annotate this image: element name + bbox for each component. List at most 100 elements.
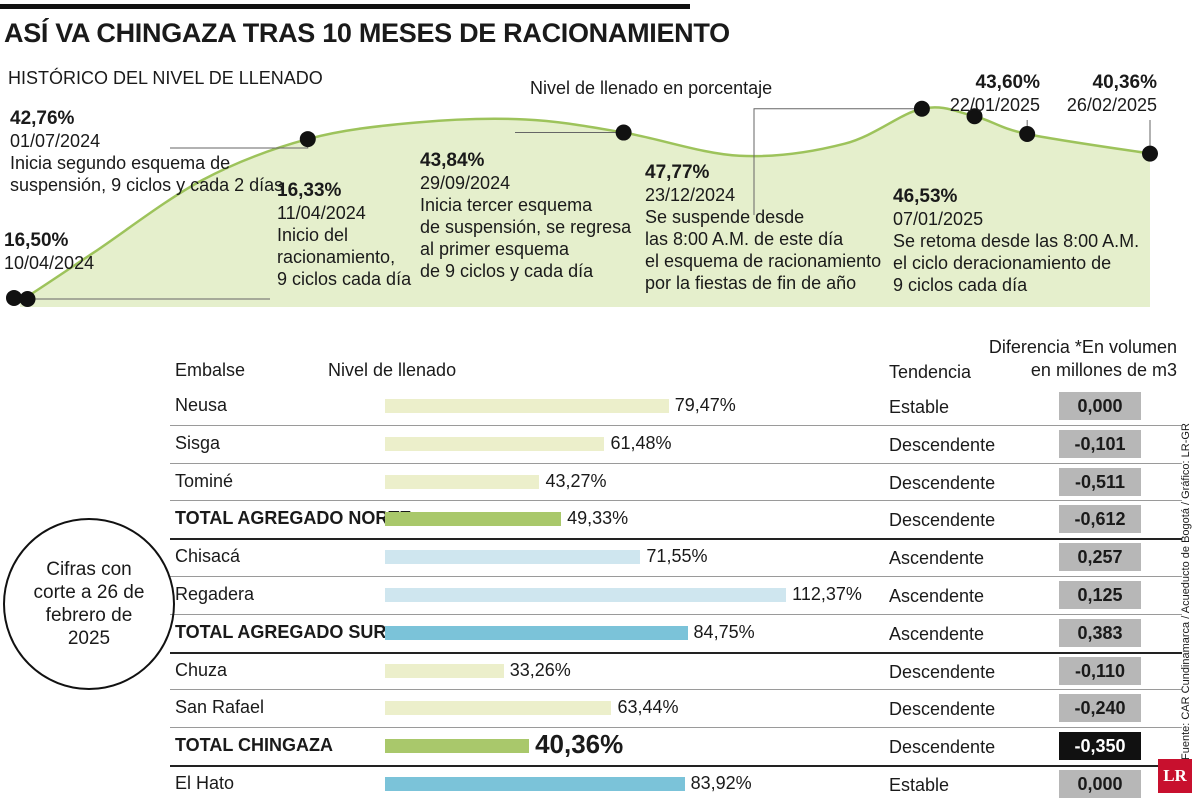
volume-diff-badge: -0,110 (1059, 656, 1141, 685)
annotation-value: 47,77% (645, 162, 710, 183)
history-annotation: 42,76% 01/07/2024 Inicia segundo esquema d… (10, 108, 283, 196)
row-separator (170, 538, 1182, 541)
reservoir-row: Chuza 33,26% Descendente -0,110 (0, 654, 1200, 690)
fill-level-label: 63,44% (617, 697, 679, 718)
row-separator (170, 462, 1182, 464)
fill-level-bar (385, 663, 504, 678)
reservoir-row: TOTAL AGREGADO NORTE 49,33% Descendente -0,… (0, 502, 1200, 538)
trend-label: Descendente (889, 699, 996, 720)
annotation-note: Inicio del racionamiento, 9 ciclos cada dí… (277, 225, 412, 289)
row-separator (170, 500, 1182, 502)
row-separator (170, 613, 1182, 615)
reservoir-name: San Rafael (175, 697, 265, 718)
trend-label: Ascendente (889, 586, 985, 606)
reservoir-row: TOTAL CHINGAZA 40,36% Descendente -0,350 (0, 729, 1200, 765)
history-annotation: 46,53% 07/01/2025 Se retoma desde las 8:00… (893, 186, 1139, 296)
row-separator (170, 651, 1182, 654)
reservoir-row: Chisacá 71,55% Ascendente 0,257 (0, 540, 1200, 576)
fill-level-bar (385, 588, 787, 602)
fill-level-label: 49,33% (567, 508, 629, 529)
annotation-note: Inicia tercer esquema de suspensión, se r… (420, 195, 632, 281)
col-embalse: Embalse (175, 360, 246, 380)
reservoir-row: El Hato 83,92% Estable 0,000 (0, 767, 1200, 803)
leader-line (753, 108, 922, 215)
reservoir-name: Chuza (175, 659, 228, 680)
trend-label: Descendente (889, 510, 996, 531)
trend-label: Estable (889, 397, 950, 417)
history-annotation: 43,60% 22/01/2025 (940, 72, 1040, 116)
annotation-date: 10/04/2024 (4, 253, 95, 273)
fill-level-bar (385, 625, 688, 640)
title-rule (0, 4, 690, 9)
fill-level-label: 83,92% (690, 773, 752, 793)
fill-level-label: 61,48% (610, 432, 672, 453)
row-separator (170, 765, 1182, 767)
reservoir-row: San Rafael 63,44% Descendente -0,240 (0, 691, 1200, 727)
cutoff-note-circle: Cifras con corte a 26 de febrero de 2025 (3, 518, 175, 690)
trend-label: Ascendente (889, 623, 985, 644)
cutoff-note-text: Cifras con corte a 26 de febrero de 2025 (33, 559, 145, 649)
volume-diff-badge: -0,240 (1059, 694, 1141, 723)
reservoir-name: Regadera (175, 584, 255, 604)
fill-level-label: 112,37% (792, 584, 862, 604)
history-point (19, 290, 36, 307)
row-separator (170, 576, 1182, 577)
fill-level-label: 43,27% (545, 470, 607, 491)
fill-level-label: 40,36% (535, 729, 624, 760)
history-annotation: 16,33% 11/04/2024 Inicio del racionamiento,… (277, 180, 411, 290)
volume-diff-badge: -0,612 (1059, 505, 1141, 534)
trend-label: Descendente (889, 472, 996, 493)
volume-diff-badge: 0,000 (1059, 770, 1141, 798)
annotation-date: 23/12/2024 (645, 185, 736, 205)
reservoir-name: Tominé (175, 470, 234, 491)
col-diferencia: Diferencia *En volumen en millones de m3 (988, 337, 1177, 380)
annotation-date: 07/01/2025 (893, 209, 984, 229)
fill-level-bar (385, 777, 685, 791)
reservoir-row: Neusa 79,47% Estable 0,000 (0, 389, 1200, 425)
volume-diff-badge: 0,257 (1059, 543, 1141, 572)
fill-level-label: 79,47% (674, 395, 736, 415)
volume-diff-badge: -0,101 (1059, 429, 1141, 458)
annotation-value: 46,53% (893, 186, 958, 207)
history-annotation: 47,77% 23/12/2024 Se suspende desde las 8:0… (645, 162, 881, 294)
annotation-note: Se suspende desde las 8:00 A.M. de este d… (645, 207, 882, 293)
annotation-value: 40,36% (1092, 72, 1157, 93)
annotation-note: Se retoma desde las 8:00 A.M. el ciclo de… (893, 231, 1140, 295)
fill-level-bar (385, 399, 669, 413)
fill-level-label: 33,26% (509, 659, 571, 680)
history-annotation: 43,84% 29/09/2024 Inicia tercer esquema de … (420, 150, 631, 282)
fill-level-bar (385, 436, 605, 451)
annotation-note: Inicia segundo esquema de suspensión, 9 c… (10, 153, 284, 195)
annotation-value: 43,84% (420, 150, 485, 171)
annotation-value: 16,50% (4, 230, 69, 251)
reservoir-row: Regadera 112,37% Ascendente 0,125 (0, 578, 1200, 614)
history-point (966, 108, 983, 125)
fill-level-label: 71,55% (646, 546, 708, 567)
volume-diff-badge: 0,383 (1059, 618, 1141, 647)
annotation-date: 22/01/2025 (949, 95, 1040, 115)
annotation-value: 42,76% (10, 108, 75, 129)
row-separator (170, 424, 1182, 426)
page-title: ASÍ VA CHINGAZA TRAS 10 MESES DE RACIONA… (4, 18, 730, 48)
col-tendencia: Tendencia (889, 362, 972, 382)
reservoir-name: Neusa (175, 395, 228, 415)
volume-diff-badge: 0,000 (1059, 392, 1141, 420)
annotation-date: 29/09/2024 (420, 173, 511, 193)
history-annotation: 40,36% 26/02/2025 (1060, 72, 1157, 116)
reservoir-name: El Hato (175, 773, 235, 793)
history-point (6, 289, 22, 306)
row-separator (170, 689, 1182, 691)
volume-diff-badge: 0,125 (1059, 581, 1141, 609)
area-line (15, 106, 1151, 304)
reservoir-row: Tominé 43,27% Descendente -0,511 (0, 465, 1200, 501)
reservoir-name: TOTAL CHINGAZA (175, 735, 333, 756)
volume-diff-badge: -0,511 (1059, 467, 1141, 496)
annotation-value: 43,60% (975, 72, 1040, 93)
trend-label: Estable (889, 775, 950, 795)
reservoir-row: TOTAL AGREGADO SUR 84,75% Ascendente 0,383 (0, 616, 1200, 652)
fill-level-bar (385, 550, 641, 565)
annotation-value: 16,33% (277, 180, 342, 201)
lr-logo: LR (1158, 759, 1192, 793)
reservoir-name: Chisacá (175, 546, 241, 567)
trend-label: Descendente (889, 434, 996, 455)
